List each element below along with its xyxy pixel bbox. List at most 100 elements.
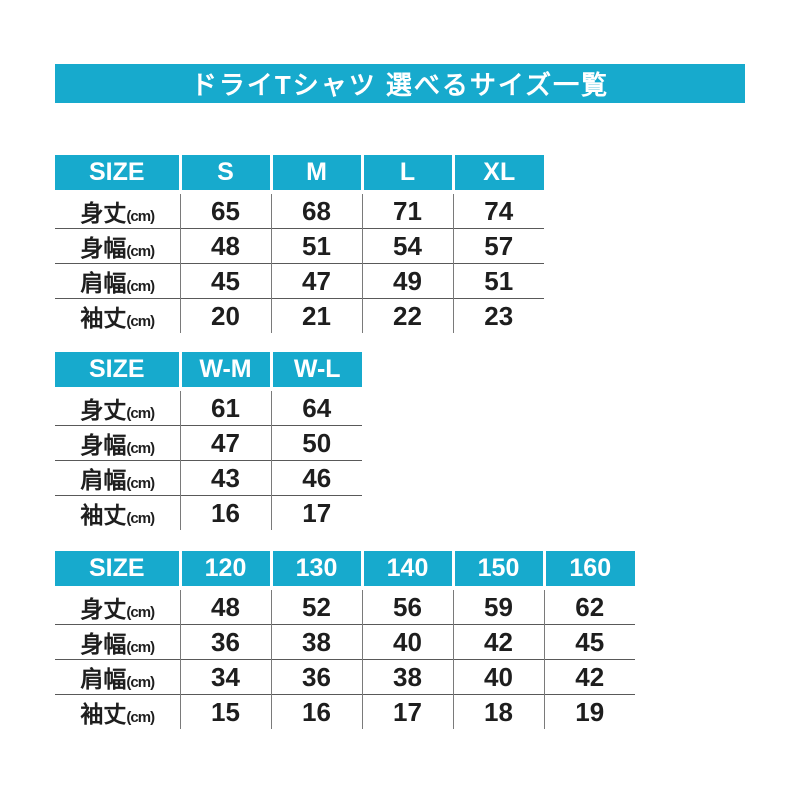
size-value-cell: 15 (179, 694, 271, 729)
size-value-cell: 74 (452, 192, 544, 229)
size-value-cell: 17 (270, 495, 362, 530)
size-value-cell: 46 (270, 460, 362, 496)
header-row: SIZE 120 130 140 150 160 (55, 551, 635, 590)
table-row: 袖丈(cm) 20 21 22 23 (55, 298, 544, 333)
unit-label: (cm) (126, 278, 155, 295)
size-value-cell: 45 (179, 263, 271, 299)
row-label-text: 身幅 (80, 235, 127, 261)
womens-size-table: SIZE W-M W-L 身丈(cm) 61 64 身幅(cm) 47 50 肩… (55, 352, 362, 530)
size-value-cell: 56 (361, 588, 453, 625)
size-value-cell: 16 (179, 495, 271, 530)
unit-label: (cm) (126, 510, 155, 527)
size-value-cell: 71 (361, 192, 453, 229)
table-row: 袖丈(cm) 16 17 (55, 495, 362, 530)
size-value-cell: 42 (452, 624, 544, 660)
row-label: 肩幅(cm) (55, 659, 180, 695)
column-header: 120 (178, 551, 271, 590)
size-value-cell: 49 (361, 263, 453, 299)
row-label-text: 身幅 (80, 432, 127, 458)
row-label: 肩幅(cm) (55, 263, 180, 299)
row-label-text: 袖丈 (80, 701, 127, 727)
size-value-cell: 20 (179, 298, 271, 333)
size-value-cell: 40 (361, 624, 453, 660)
column-header: S (178, 155, 271, 194)
page-title: ドライTシャツ 選べるサイズ一覧 (190, 70, 610, 100)
size-value-cell: 36 (270, 659, 362, 695)
column-header: M (269, 155, 362, 194)
size-value-cell: 52 (270, 588, 362, 625)
row-label-text: 身丈 (80, 397, 127, 423)
size-value-cell: 36 (179, 624, 271, 660)
size-value-cell: 51 (270, 228, 362, 264)
unit-label: (cm) (126, 639, 155, 656)
size-value-cell: 38 (361, 659, 453, 695)
column-header: 130 (269, 551, 362, 590)
row-label: 袖丈(cm) (55, 694, 180, 729)
row-label-text: 身丈 (80, 200, 127, 226)
size-value-cell: 57 (452, 228, 544, 264)
size-value-cell: 62 (543, 588, 635, 625)
size-value-cell: 38 (270, 624, 362, 660)
row-label: 身幅(cm) (55, 425, 180, 461)
table-row: 身丈(cm) 61 64 (55, 389, 362, 426)
row-label-text: 肩幅 (80, 467, 127, 493)
unit-label: (cm) (126, 674, 155, 691)
column-header: W-M (178, 352, 271, 391)
size-value-cell: 42 (543, 659, 635, 695)
unit-label: (cm) (126, 604, 155, 621)
size-value-cell: 68 (270, 192, 362, 229)
size-value-cell: 51 (452, 263, 544, 299)
row-label: 肩幅(cm) (55, 460, 180, 496)
size-value-cell: 43 (179, 460, 271, 496)
table-row: 肩幅(cm) 34 36 38 40 42 (55, 659, 635, 695)
column-header: XL (451, 155, 544, 194)
size-value-cell: 65 (179, 192, 271, 229)
header-row: SIZE W-M W-L (55, 352, 362, 391)
row-label-text: 袖丈 (80, 305, 127, 331)
size-value-cell: 40 (452, 659, 544, 695)
table-row: 肩幅(cm) 45 47 49 51 (55, 263, 544, 299)
size-value-cell: 23 (452, 298, 544, 333)
size-value-cell: 47 (179, 425, 271, 461)
size-value-cell: 16 (270, 694, 362, 729)
row-label-text: 肩幅 (80, 666, 127, 692)
row-label-text: 袖丈 (80, 502, 127, 528)
size-value-cell: 54 (361, 228, 453, 264)
size-value-cell: 21 (270, 298, 362, 333)
row-label: 身丈(cm) (55, 389, 180, 426)
size-value-cell: 47 (270, 263, 362, 299)
size-value-cell: 34 (179, 659, 271, 695)
table-row: 袖丈(cm) 15 16 17 18 19 (55, 694, 635, 729)
row-label: 身幅(cm) (55, 624, 180, 660)
header-row: SIZE S M L XL (55, 155, 544, 194)
table-row: 身丈(cm) 65 68 71 74 (55, 192, 544, 229)
unit-label: (cm) (126, 313, 155, 330)
size-value-cell: 48 (179, 228, 271, 264)
unit-label: (cm) (126, 440, 155, 457)
row-label-text: 肩幅 (80, 270, 127, 296)
column-header: 140 (360, 551, 453, 590)
row-label: 身丈(cm) (55, 588, 180, 625)
column-header-size: SIZE (55, 352, 180, 391)
column-header-size: SIZE (55, 155, 180, 194)
kids-size-table: SIZE 120 130 140 150 160 身丈(cm) 48 52 56… (55, 551, 635, 729)
unit-label: (cm) (126, 243, 155, 260)
size-value-cell: 17 (361, 694, 453, 729)
table-row: 身幅(cm) 47 50 (55, 425, 362, 461)
size-value-cell: 19 (543, 694, 635, 729)
adult-size-table: SIZE S M L XL 身丈(cm) 65 68 71 74 身幅(cm) … (55, 155, 544, 333)
column-header-size: SIZE (55, 551, 180, 590)
unit-label: (cm) (126, 475, 155, 492)
row-label: 身丈(cm) (55, 192, 180, 229)
table-row: 身幅(cm) 48 51 54 57 (55, 228, 544, 264)
column-header: 150 (451, 551, 544, 590)
row-label: 袖丈(cm) (55, 298, 180, 333)
unit-label: (cm) (126, 709, 155, 726)
size-value-cell: 18 (452, 694, 544, 729)
size-value-cell: 61 (179, 389, 271, 426)
table-row: 肩幅(cm) 43 46 (55, 460, 362, 496)
table-row: 身丈(cm) 48 52 56 59 62 (55, 588, 635, 625)
table-row: 身幅(cm) 36 38 40 42 45 (55, 624, 635, 660)
column-header: W-L (269, 352, 362, 391)
